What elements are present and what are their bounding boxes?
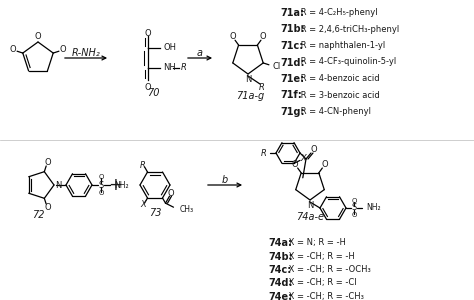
Text: 71a:: 71a: <box>280 8 304 18</box>
Text: R: R <box>261 148 267 158</box>
Text: O: O <box>59 46 66 55</box>
Text: R = 2,4,6-triCH₃-phenyl: R = 2,4,6-triCH₃-phenyl <box>298 25 399 34</box>
Text: NH₂: NH₂ <box>366 203 381 212</box>
Text: 74c:: 74c: <box>268 265 291 275</box>
Text: R = 4-C₂H₅-phenyl: R = 4-C₂H₅-phenyl <box>298 8 378 17</box>
Text: OH: OH <box>164 44 177 52</box>
Text: 71d:: 71d: <box>280 58 304 68</box>
Text: O: O <box>229 32 236 41</box>
Text: 74e:: 74e: <box>268 292 292 300</box>
Text: O: O <box>351 212 357 218</box>
Text: 71b:: 71b: <box>280 25 305 34</box>
Text: R = naphthalen-1-yl: R = naphthalen-1-yl <box>298 41 385 50</box>
Text: CH₃: CH₃ <box>180 205 193 214</box>
Text: 72: 72 <box>32 210 44 220</box>
Text: 74b:: 74b: <box>268 251 292 262</box>
Text: R: R <box>259 82 265 91</box>
Text: R: R <box>139 160 146 169</box>
Text: R = 4-CN-phenyl: R = 4-CN-phenyl <box>298 107 371 116</box>
Text: R = 3-benzoic acid: R = 3-benzoic acid <box>298 91 380 100</box>
Text: +: + <box>108 176 122 194</box>
Text: N: N <box>245 75 251 84</box>
Text: N: N <box>307 201 313 210</box>
Text: R-NH₂: R-NH₂ <box>72 48 100 58</box>
Text: 71g:: 71g: <box>280 107 304 117</box>
Text: 71f:: 71f: <box>280 91 302 100</box>
Text: b: b <box>222 175 228 185</box>
Text: S: S <box>351 203 356 212</box>
Text: O: O <box>321 160 328 169</box>
Text: R: R <box>181 64 187 73</box>
Text: a: a <box>197 48 203 58</box>
Text: NH₂: NH₂ <box>114 181 128 190</box>
Text: X = -CH; R = -CH₃: X = -CH; R = -CH₃ <box>286 292 364 300</box>
Text: O: O <box>10 46 17 55</box>
Text: O: O <box>351 198 357 204</box>
Text: 70: 70 <box>147 88 159 98</box>
Text: O: O <box>98 174 104 180</box>
Text: O: O <box>44 203 51 212</box>
Text: O: O <box>44 158 51 167</box>
Text: O: O <box>167 189 174 198</box>
Text: 74a-e: 74a-e <box>296 212 324 222</box>
Text: X = -CH; R = -Cl: X = -CH; R = -Cl <box>286 278 356 287</box>
Text: X: X <box>140 200 146 208</box>
Text: X = N; R = -H: X = N; R = -H <box>286 238 346 247</box>
Text: X = -CH; R = -OCH₃: X = -CH; R = -OCH₃ <box>286 265 371 274</box>
Text: NH: NH <box>163 64 176 73</box>
Text: O: O <box>98 190 104 196</box>
Text: Cl: Cl <box>273 61 281 70</box>
Text: S: S <box>99 181 104 190</box>
Text: R = 4-CF₃-quinolin-5-yl: R = 4-CF₃-quinolin-5-yl <box>298 58 396 67</box>
Text: O: O <box>260 32 266 41</box>
Text: 71c:: 71c: <box>280 41 303 51</box>
Text: O: O <box>310 146 317 154</box>
Text: 73: 73 <box>149 208 161 218</box>
Text: X = -CH; R = -H: X = -CH; R = -H <box>286 251 355 260</box>
Text: 74d:: 74d: <box>268 278 292 289</box>
Text: O: O <box>292 160 299 169</box>
Text: 71e:: 71e: <box>280 74 304 84</box>
Text: N: N <box>55 181 61 190</box>
Text: X: X <box>300 154 306 163</box>
Text: O: O <box>35 32 41 41</box>
Text: 74a:: 74a: <box>268 238 292 248</box>
Text: O: O <box>145 28 151 38</box>
Text: R = 4-benzoic acid: R = 4-benzoic acid <box>298 74 380 83</box>
Text: O: O <box>145 83 151 92</box>
Text: 71a-g: 71a-g <box>236 91 264 101</box>
